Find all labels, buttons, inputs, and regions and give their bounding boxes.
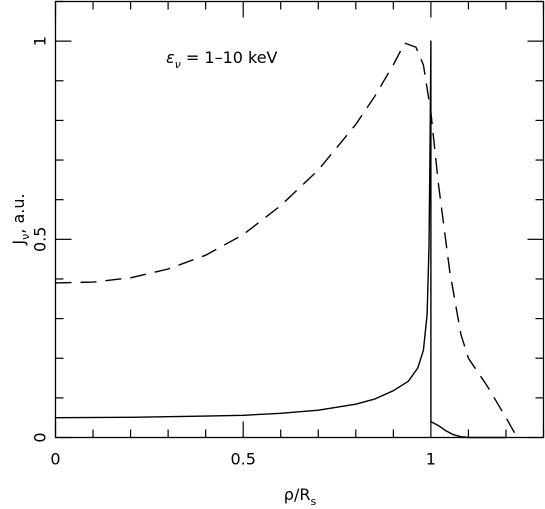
annotation-text: = 1–10 keV	[181, 48, 278, 67]
x-axis-label-sub: s	[310, 495, 316, 508]
x-axis-label-main: ρ/R	[284, 485, 311, 504]
tick-labels: 0 0.5 1 0 0.5 1	[31, 36, 436, 468]
annotation-symbol-sub: ν	[175, 58, 181, 71]
axis-ticks	[54, 0, 545, 439]
x-axis-label: ρ/Rs	[284, 485, 317, 508]
y-axis-label: Jν, a.u.	[9, 193, 32, 245]
y-tick-label: 0	[31, 432, 50, 442]
annotation: εν = 1–10 keV	[166, 48, 278, 71]
x-tick-label: 0	[50, 450, 60, 469]
series-line-solid	[55, 40, 506, 439]
y-tick-label: 1	[31, 36, 50, 46]
y-axis-label-main: J	[9, 240, 28, 246]
x-tick-label: 0.5	[230, 450, 255, 469]
series-line-dashed	[55, 42, 518, 438]
y-axis-label-sub: ν	[19, 234, 32, 240]
x-tick-label: 1	[426, 450, 436, 469]
y-tick-label: 0.5	[31, 227, 50, 252]
series-layer	[55, 40, 518, 439]
plot-frame	[54, 0, 545, 439]
y-axis-label-suffix: , a.u.	[9, 193, 28, 233]
annotation-symbol: ε	[166, 48, 175, 67]
